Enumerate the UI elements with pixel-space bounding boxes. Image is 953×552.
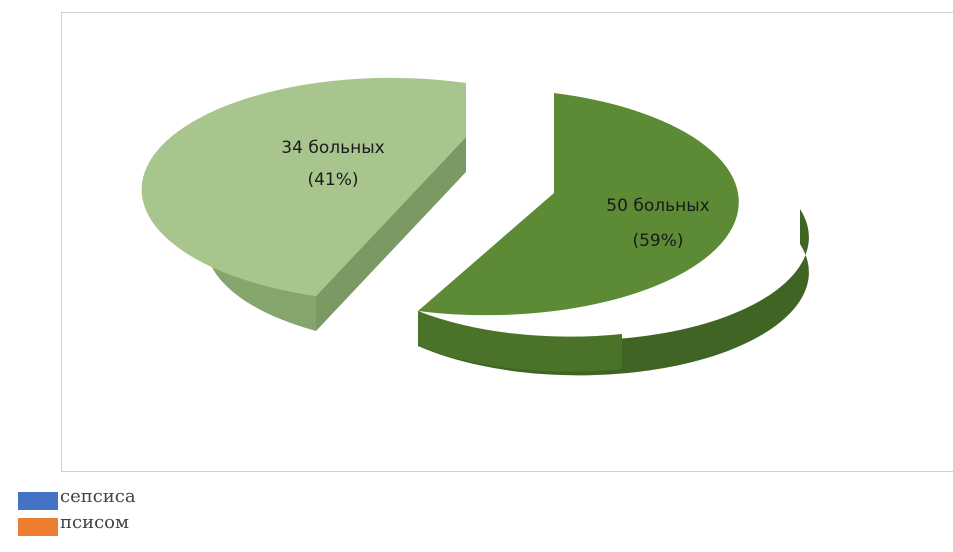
chart-frame: 34 больных (41%) 50 больных (59%) [61, 12, 953, 472]
pie-slice-1-side [418, 209, 809, 376]
pie-slice-2-top-left [205, 82, 467, 297]
pie-chart: 34 больных (41%) 50 больных (59%) [141, 77, 809, 376]
pie-slice-2-side-inner [316, 137, 466, 331]
pie-slice-2 [141, 77, 467, 331]
pie-slice-1 [418, 93, 809, 376]
legend-item-1: сепсиса [18, 486, 218, 510]
legend-swatch-1 [18, 492, 58, 510]
pie-slice-1-top [418, 93, 739, 316]
pie-label-1-line1: 50 больных [606, 196, 709, 216]
legend-label-1: сепсиса [60, 486, 136, 507]
legend-label-2: псисом [60, 512, 129, 533]
pie-label-1-line2: (59%) [632, 231, 683, 251]
pie-label-2-line1: 34 больных [281, 138, 384, 158]
pie-label-2-line2: (41%) [307, 170, 358, 190]
legend-swatch-2 [18, 518, 58, 536]
legend-item-2: псисом [18, 512, 218, 536]
pie-slice-2-side [205, 177, 316, 331]
pie-slice-1-side-front [418, 311, 622, 372]
